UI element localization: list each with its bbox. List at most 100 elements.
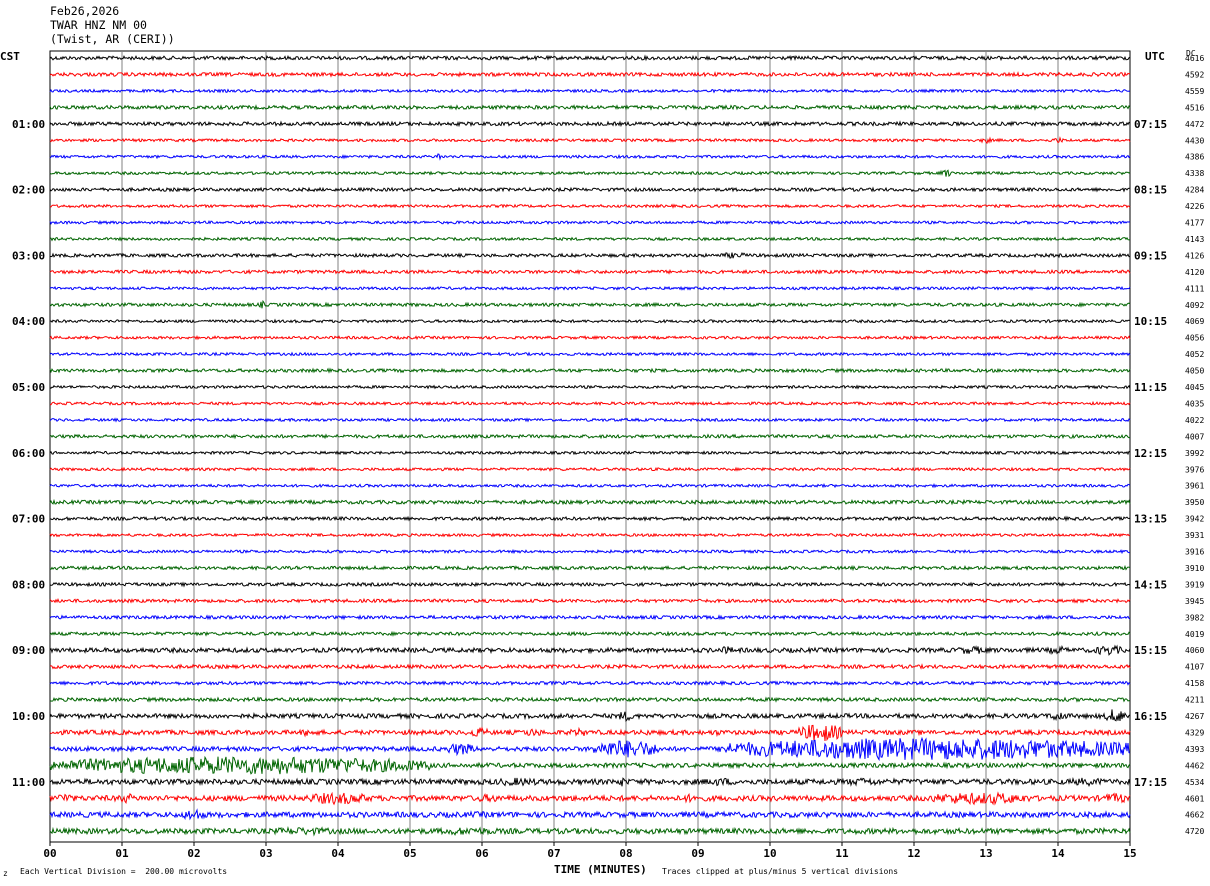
dc-offset-label: 4052 <box>1185 350 1204 359</box>
dc-offset-label: 4662 <box>1185 811 1204 820</box>
trace-line <box>49 169 1131 178</box>
trace-line <box>49 808 1131 821</box>
trace-line <box>49 791 1131 806</box>
dc-offset-label: 4284 <box>1185 186 1204 195</box>
x-tick-label: 09 <box>691 847 704 860</box>
clip-note: Traces clipped at plus/minus 5 vertical … <box>662 867 899 876</box>
left-axis-title: CST <box>0 50 20 63</box>
dc-offset-label: 4158 <box>1185 679 1204 688</box>
dc-offset-label: 4007 <box>1185 432 1204 441</box>
trace-line <box>49 88 1131 94</box>
dc-offset-label: 4430 <box>1185 136 1204 145</box>
trace-line <box>49 136 1131 145</box>
trace-line <box>49 755 1131 775</box>
dc-offset-label: 4143 <box>1185 235 1204 244</box>
trace-line <box>49 826 1131 837</box>
utc-hour-label: 14:15 <box>1134 578 1167 591</box>
dc-offset-label: 4211 <box>1185 696 1204 705</box>
trace-line <box>49 417 1131 423</box>
cst-hour-label: 06:00 <box>12 447 45 460</box>
trace-line <box>49 614 1131 621</box>
utc-hour-label: 13:15 <box>1134 513 1167 526</box>
trace-line <box>49 54 1131 62</box>
trace-line <box>49 236 1131 242</box>
trace-line <box>49 597 1131 604</box>
dc-offset-label: 4050 <box>1185 367 1204 376</box>
x-tick-label: 08 <box>619 847 632 860</box>
dc-offset-label: 4092 <box>1185 301 1204 310</box>
x-tick-label: 06 <box>475 847 489 860</box>
dc-offset-label: 3919 <box>1185 580 1204 589</box>
dc-offset-label: 4019 <box>1185 630 1204 639</box>
utc-hour-label: 09:15 <box>1134 249 1167 262</box>
trace-line <box>49 367 1131 374</box>
trace-line <box>49 186 1130 193</box>
cst-hour-label: 04:00 <box>12 315 45 328</box>
dc-offset-label: 4035 <box>1185 399 1204 408</box>
trace-line <box>49 318 1131 324</box>
dc-offset-label: 4592 <box>1185 70 1204 79</box>
x-tick-label: 11 <box>835 847 849 860</box>
x-tick-label: 00 <box>43 847 56 860</box>
dc-offset-label: 4120 <box>1185 268 1204 277</box>
cst-hour-label: 09:00 <box>12 644 45 657</box>
trace-line <box>49 433 1131 440</box>
cst-hour-label: 02:00 <box>12 184 45 197</box>
trace-line <box>49 466 1131 472</box>
dc-offset-label: 4386 <box>1185 153 1204 162</box>
utc-hour-label: 15:15 <box>1134 644 1167 657</box>
trace-line <box>49 709 1131 723</box>
dc-label: DC <box>1186 49 1196 58</box>
trace-line <box>49 384 1131 390</box>
trace-line <box>49 104 1131 111</box>
trace-line <box>49 630 1131 637</box>
trace-line <box>49 532 1131 538</box>
cst-hour-label: 08:00 <box>12 578 45 591</box>
dc-offset-label: 3950 <box>1185 498 1204 507</box>
x-tick-label: 10 <box>763 847 776 860</box>
plot-frame <box>49 50 1131 843</box>
cst-hour-label: 07:00 <box>12 513 45 526</box>
dc-offset-label: 3931 <box>1185 531 1204 540</box>
header-date: Feb26,2026 <box>50 4 120 18</box>
trace-line <box>49 400 1131 407</box>
dc-offset-label: 4516 <box>1185 103 1204 112</box>
dc-offset-label: 4393 <box>1185 745 1204 754</box>
utc-hour-label: 10:15 <box>1134 315 1167 328</box>
dc-offset-label: 3992 <box>1185 449 1204 458</box>
dc-offset-label: 3982 <box>1185 613 1204 622</box>
trace-line <box>49 285 1131 291</box>
trace-line <box>49 351 1131 357</box>
dc-offset-label: 4107 <box>1185 663 1204 672</box>
x-tick-label: 07 <box>547 847 560 860</box>
x-tick-label: 14 <box>1051 847 1065 860</box>
dc-offset-label: 4472 <box>1185 120 1204 129</box>
dc-offset-label: 4720 <box>1185 827 1204 836</box>
dc-offset-label: 3910 <box>1185 564 1204 573</box>
dc-offset-label: 4126 <box>1185 251 1204 260</box>
dc-offset-label: 4056 <box>1185 334 1204 343</box>
x-tick-label: 05 <box>403 847 416 860</box>
trace-line <box>49 696 1131 703</box>
trace-line <box>49 498 1131 506</box>
dc-offset-label: 3961 <box>1185 482 1204 491</box>
dc-offset-label: 4022 <box>1185 416 1204 425</box>
trace-line <box>49 483 1131 489</box>
right-axis-title: UTC <box>1145 50 1165 63</box>
dc-offset-label: 4329 <box>1185 728 1204 737</box>
x-tick-label: 13 <box>979 847 992 860</box>
trace-line <box>49 515 1131 522</box>
dc-offset-label: 3976 <box>1185 465 1204 474</box>
utc-hour-label: 07:15 <box>1134 118 1167 131</box>
trace-line <box>49 679 1131 687</box>
trace-line <box>49 724 1131 742</box>
trace-line <box>49 548 1130 555</box>
x-tick-label: 04 <box>331 847 345 860</box>
trace-line <box>49 335 1131 341</box>
scale-note: Each Vertical Division = 200.00 microvol… <box>20 867 228 876</box>
utc-hour-label: 16:15 <box>1134 710 1167 723</box>
dc-offset-label: 4045 <box>1185 383 1204 392</box>
utc-hour-label: 11:15 <box>1134 381 1167 394</box>
trace-line <box>49 219 1131 226</box>
